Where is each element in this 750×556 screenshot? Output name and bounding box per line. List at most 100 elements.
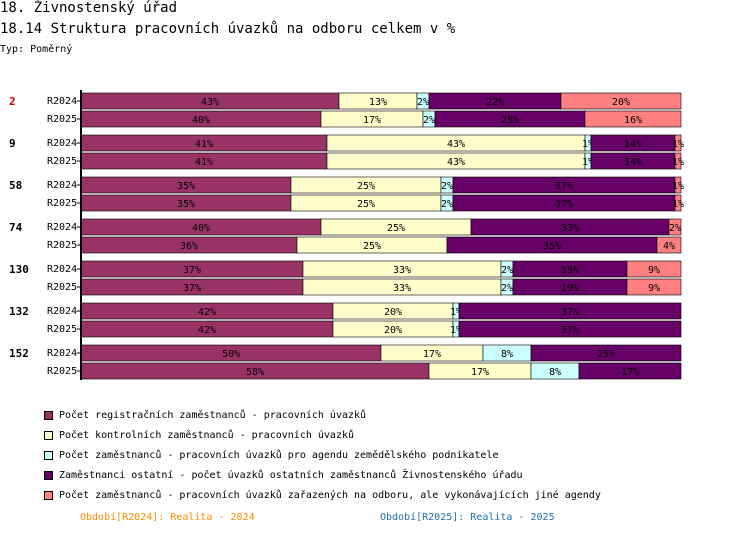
data-label: 20% xyxy=(384,307,402,318)
data-label: 37% xyxy=(561,307,579,318)
row-label: R2024 xyxy=(47,180,77,191)
row-label: R2024 xyxy=(47,306,77,317)
data-label: 20% xyxy=(384,325,402,336)
period-2024-label: Období[R2024]: Realita - 2024 xyxy=(80,512,255,523)
data-label: 35% xyxy=(543,241,561,252)
data-label: 1% xyxy=(582,139,594,150)
data-label: 16% xyxy=(624,115,642,126)
legend-swatch-other-agenda xyxy=(44,490,53,500)
row-label: R2025 xyxy=(47,198,77,209)
bar-segment-other-agenda xyxy=(626,260,682,278)
data-label: 2% xyxy=(423,115,435,126)
group-label: 130 xyxy=(9,263,29,276)
data-label: 33% xyxy=(561,223,579,234)
data-label: 40% xyxy=(192,223,210,234)
data-label: 17% xyxy=(363,115,381,126)
data-label: 37% xyxy=(555,181,573,192)
data-label: 1% xyxy=(672,181,684,192)
data-label: 4% xyxy=(663,241,675,252)
data-label: 1% xyxy=(672,199,684,210)
row-label: R2025 xyxy=(47,114,77,125)
bar-segment-other-agenda xyxy=(626,278,682,296)
data-label: 8% xyxy=(549,367,561,378)
row-label: R2024 xyxy=(47,96,77,107)
bar-segment-other xyxy=(458,302,682,320)
group-label: 58 xyxy=(9,179,22,192)
data-label: 35% xyxy=(177,181,195,192)
data-label: 2% xyxy=(441,181,453,192)
data-label: 22% xyxy=(486,97,504,108)
legend-label-other-agenda: Počet zaměstnanců - pracovních úvazků za… xyxy=(59,489,601,501)
data-label: 20% xyxy=(612,97,630,108)
group-label: 74 xyxy=(9,221,23,234)
data-label: 35% xyxy=(177,199,195,210)
legend-swatch-other xyxy=(44,470,53,480)
data-label: 25% xyxy=(597,349,615,360)
data-label: 2% xyxy=(441,199,453,210)
chart-title: 18.14 Struktura pracovních úvazků na odb… xyxy=(0,21,456,37)
group-label: 2 xyxy=(9,95,16,108)
bar-segment-other xyxy=(458,320,682,338)
row-label: R2024 xyxy=(47,264,77,275)
data-label: 2% xyxy=(501,265,513,276)
row-label: R2025 xyxy=(47,240,77,251)
legend-item: Počet registračních zaměstnanců - pracov… xyxy=(44,405,601,425)
data-label: 19% xyxy=(561,265,579,276)
data-label: 41% xyxy=(195,139,213,150)
data-label: 50% xyxy=(222,349,240,360)
data-label: 37% xyxy=(561,325,579,336)
data-label: 9% xyxy=(648,283,660,294)
bar-segment-other xyxy=(530,344,682,362)
data-label: 1% xyxy=(672,157,684,168)
group-label: 9 xyxy=(9,137,16,150)
data-label: 33% xyxy=(393,283,411,294)
legend-swatch-agriculture xyxy=(44,450,53,460)
data-label: 25% xyxy=(501,115,519,126)
data-label: 14% xyxy=(624,139,642,150)
data-label: 40% xyxy=(192,115,210,126)
legend-label-agriculture: Počet zaměstnanců - pracovních úvazků pr… xyxy=(59,449,499,461)
data-label: 41% xyxy=(195,157,213,168)
bar-segment-other-agenda xyxy=(668,218,682,236)
period-2025-label: Období[R2025]: Realita - 2025 xyxy=(380,512,555,523)
data-label: 25% xyxy=(357,181,375,192)
row-label: R2024 xyxy=(47,138,77,149)
chart-type-label: Typ: Poměrný xyxy=(0,44,73,55)
legend-item: Počet kontrolních zaměstnanců - pracovní… xyxy=(44,425,601,445)
row-label: R2025 xyxy=(47,282,77,293)
bar-segment-other xyxy=(578,362,682,380)
data-label: 58% xyxy=(246,367,264,378)
data-label: 36% xyxy=(180,241,198,252)
data-label: 9% xyxy=(648,265,660,276)
row-label: R2025 xyxy=(47,366,77,377)
bar-segment-other-agenda xyxy=(674,134,682,152)
legend-item: Počet zaměstnanců - pracovních úvazků za… xyxy=(44,485,601,505)
legend-item: Zaměstnanci ostatní - počet úvazků ostat… xyxy=(44,465,601,485)
bar-segment-other-agenda xyxy=(674,194,682,212)
legend-label-other: Zaměstnanci ostatní - počet úvazků ostat… xyxy=(59,469,523,481)
data-label: 8% xyxy=(501,349,513,360)
bar-segment-other-agenda xyxy=(584,110,682,128)
page-title: 18. Živnostenský úřad xyxy=(0,0,178,16)
data-label: 14% xyxy=(624,157,642,168)
data-label: 2% xyxy=(669,223,681,234)
data-label: 1% xyxy=(450,325,462,336)
data-label: 37% xyxy=(555,199,573,210)
data-label: 1% xyxy=(450,307,462,318)
data-label: 43% xyxy=(447,157,465,168)
data-label: 25% xyxy=(387,223,405,234)
group-label: 152 xyxy=(9,347,29,360)
legend: Počet registračních zaměstnanců - pracov… xyxy=(44,405,601,505)
data-label: 1% xyxy=(672,139,684,150)
data-label: 25% xyxy=(363,241,381,252)
row-label: R2025 xyxy=(47,324,77,335)
legend-swatch-registration xyxy=(44,410,53,420)
bar-segment-other-agenda xyxy=(656,236,682,254)
row-label: R2024 xyxy=(47,348,77,359)
row-label: R2025 xyxy=(47,156,77,167)
data-label: 33% xyxy=(393,265,411,276)
data-label: 19% xyxy=(561,283,579,294)
data-label: 43% xyxy=(201,97,219,108)
data-label: 37% xyxy=(183,265,201,276)
data-label: 17% xyxy=(423,349,441,360)
